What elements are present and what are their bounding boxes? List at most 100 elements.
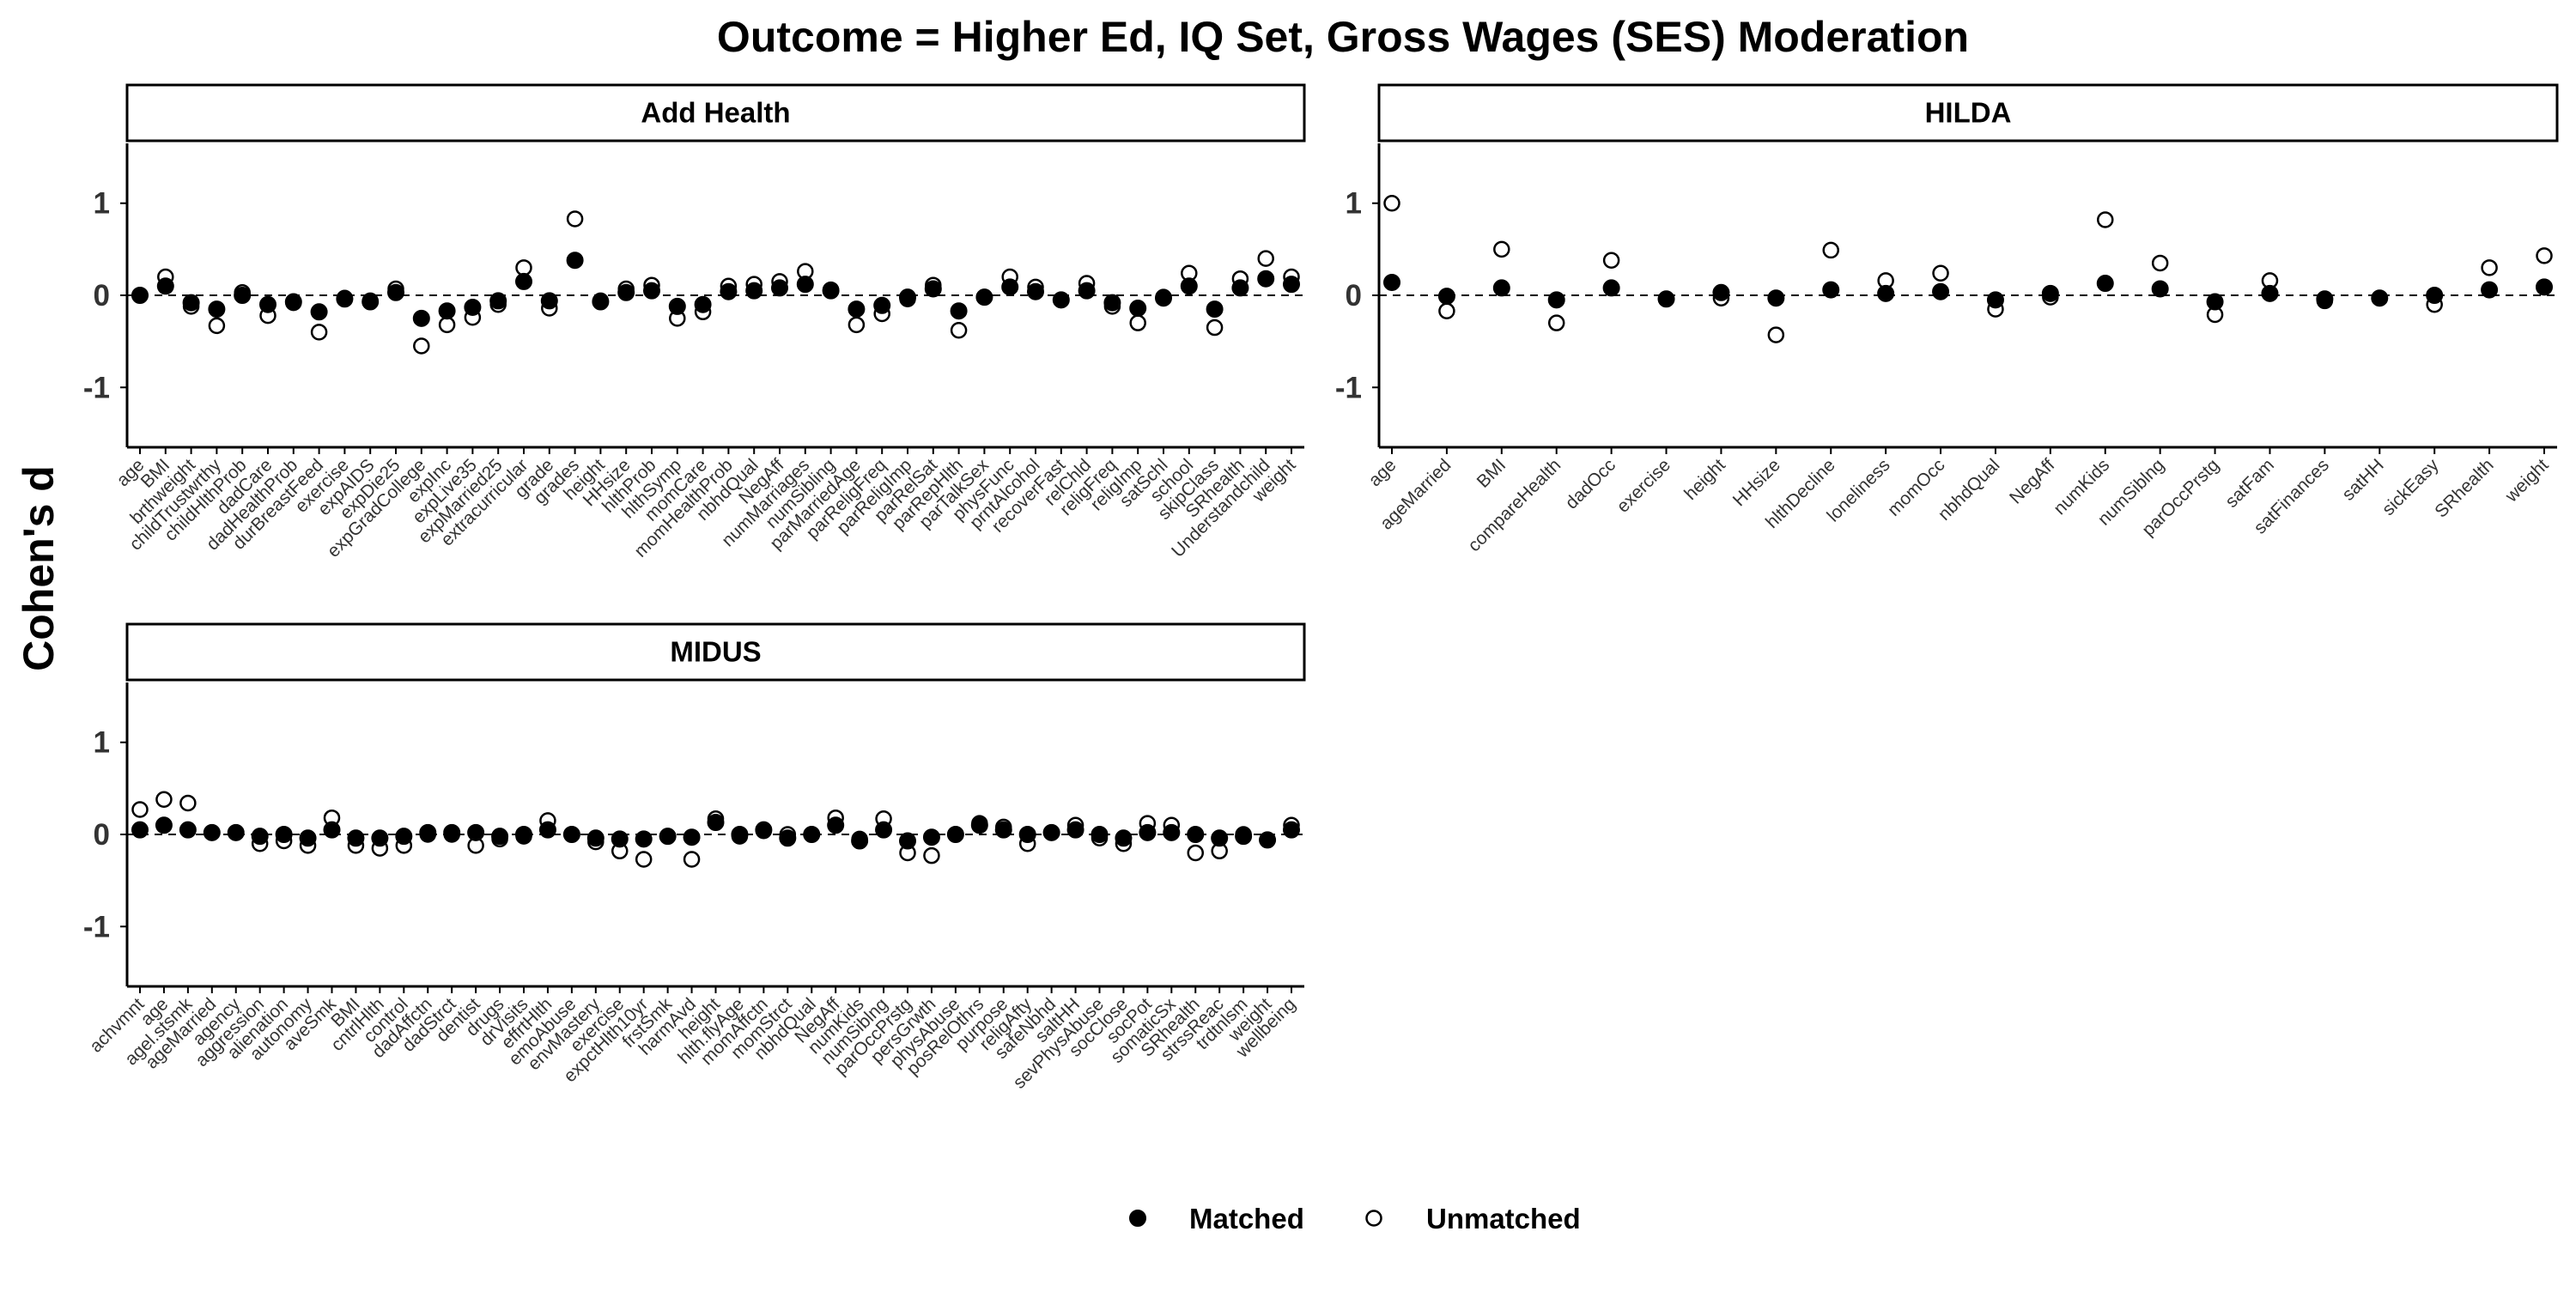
matched-point: [707, 814, 725, 832]
matched-point: [131, 287, 149, 304]
matched-point: [540, 292, 558, 310]
y-axis-label: Cohen's d: [15, 465, 63, 671]
matched-point: [2426, 287, 2444, 304]
matched-point: [515, 272, 532, 290]
matched-point: [1187, 826, 1205, 843]
x-tick-label: exercise: [1613, 455, 1674, 517]
matched-point: [2536, 278, 2553, 296]
unmatched-point: [179, 794, 197, 812]
panel-strip-label: MIDUS: [670, 636, 761, 668]
matched-point: [635, 830, 653, 848]
matched-point: [227, 823, 245, 841]
matched-point: [771, 279, 788, 297]
matched-point: [975, 288, 993, 306]
matched-point: [1383, 273, 1400, 291]
matched-point: [586, 829, 605, 847]
matched-point: [755, 821, 773, 839]
x-tick-label: HHsize: [1729, 455, 1784, 510]
x-tick-label: dadOcc: [1562, 455, 1619, 513]
legend-marker-unmatched: [1365, 1210, 1382, 1227]
matched-point: [203, 823, 221, 841]
matched-point: [1437, 288, 1455, 306]
matched-point: [1822, 281, 1840, 299]
matched-point: [720, 282, 738, 300]
matched-point: [1180, 277, 1198, 295]
unmatched-point: [515, 259, 532, 276]
matched-point: [1155, 289, 1172, 307]
unmatched-point: [848, 316, 866, 334]
matched-point: [361, 293, 380, 311]
matched-point: [491, 828, 509, 846]
matched-point: [562, 826, 580, 843]
matched-point: [182, 294, 200, 312]
matched-point: [994, 821, 1012, 839]
matched-point: [950, 302, 968, 320]
y-tick-label: -1: [83, 910, 110, 943]
x-tick-label: age: [1364, 455, 1400, 490]
matched-point: [1259, 831, 1277, 849]
matched-point: [848, 300, 866, 318]
matched-point: [2041, 284, 2059, 302]
matched-point: [1091, 826, 1109, 843]
matched-point: [1657, 290, 1675, 308]
panel-strip-label: HILDA: [1925, 97, 2012, 129]
matched-point: [155, 816, 173, 834]
x-tick-label: weight: [2501, 455, 2553, 506]
chart-title: Outcome = Higher Ed, IQ Set, Gross Wages…: [717, 13, 1969, 61]
y-tick-label: 0: [1346, 279, 1362, 312]
matched-point: [538, 821, 556, 839]
matched-point: [2096, 275, 2114, 293]
matched-point: [438, 302, 456, 320]
matched-point: [1129, 300, 1147, 318]
y-tick-label: 1: [94, 187, 110, 221]
unmatched-point: [155, 791, 173, 808]
unmatched-point: [2097, 211, 2114, 228]
matched-point: [668, 297, 686, 315]
unmatched-point: [1257, 250, 1274, 267]
unmatched-point: [950, 322, 968, 339]
matched-point: [745, 282, 763, 300]
matched-point: [875, 821, 893, 839]
matched-point: [1257, 270, 1275, 288]
unmatched-point: [1129, 314, 1146, 331]
matched-point: [851, 832, 869, 850]
matched-point: [131, 821, 149, 839]
unmatched-point: [2481, 259, 2498, 276]
matched-point: [2371, 289, 2389, 307]
unmatched-point: [566, 210, 584, 227]
matched-point: [1712, 283, 1730, 301]
matched-point: [1231, 279, 1249, 297]
matched-point: [412, 309, 430, 327]
panel-add-health: Add Health-101ageBMIbrthweightchildTrust…: [83, 83, 1306, 561]
matched-point: [234, 287, 252, 304]
matched-point: [467, 823, 485, 841]
matched-point: [827, 816, 845, 834]
panel-strip-label: Add Health: [641, 97, 790, 129]
unmatched-point: [1767, 326, 1785, 343]
matched-point: [683, 828, 701, 846]
matched-point: [1027, 282, 1044, 300]
x-tick-label: NegAff: [2006, 455, 2059, 508]
matched-point: [1206, 300, 1224, 318]
matched-point: [347, 829, 365, 847]
matched-point: [2481, 281, 2499, 299]
unmatched-point: [1493, 240, 1510, 258]
unmatched-point: [635, 851, 653, 868]
matched-point: [208, 300, 226, 318]
matched-point: [1042, 823, 1060, 841]
matched-point: [1986, 291, 2004, 309]
matched-point: [1767, 289, 1785, 307]
unmatched-point: [413, 337, 430, 355]
matched-point: [1283, 821, 1300, 839]
matched-point: [566, 252, 584, 270]
matched-point: [387, 283, 404, 301]
unmatched-point: [1822, 241, 1839, 259]
legend: Matched Unmatched: [1129, 1203, 1581, 1234]
unmatched-point: [1932, 264, 1949, 282]
x-tick-label: satFam: [2221, 455, 2278, 512]
matched-point: [899, 288, 916, 306]
unmatched-point: [1383, 194, 1400, 212]
matched-point: [1163, 823, 1181, 841]
matched-point: [299, 829, 317, 847]
